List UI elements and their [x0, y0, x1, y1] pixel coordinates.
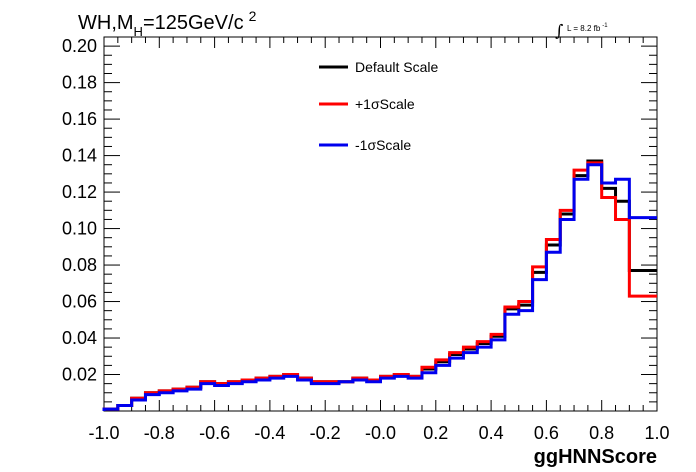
- title-subscript: H: [134, 24, 143, 39]
- x-tick-label: 1.0: [644, 423, 669, 443]
- y-tick-label: 0.18: [62, 73, 97, 93]
- y-tick-label: 0.14: [62, 146, 97, 166]
- y-tick-label: 0.20: [62, 36, 97, 56]
- y-tick-label: 0.06: [62, 292, 97, 312]
- x-tick-label: 0.4: [479, 423, 504, 443]
- y-tick-label: 0.10: [62, 219, 97, 239]
- x-tick-label: -0.0: [365, 423, 396, 443]
- legend-entry-minus1sigma-scale-label: -1σScale: [355, 137, 411, 153]
- x-axis-label: ggHNNScore: [534, 446, 657, 468]
- series-minus1sigma-scale: [102, 163, 657, 411]
- x-tick-label: 0.6: [534, 423, 559, 443]
- x-tick-label: -0.6: [199, 423, 230, 443]
- legend: Default Scale +1σScale -1σScale: [319, 59, 438, 153]
- series-group: [102, 159, 657, 411]
- x-tick-label: -0.8: [144, 423, 175, 443]
- title-superscript: 2: [249, 8, 257, 24]
- x-tick-label: 0.8: [589, 423, 614, 443]
- x-tick-label: 0.2: [423, 423, 448, 443]
- y-tick-label: 0.16: [62, 109, 97, 129]
- x-tick-label: -1.0: [88, 423, 119, 443]
- y-tick-label: 0.12: [62, 182, 97, 202]
- x-tick-label: -0.2: [310, 423, 341, 443]
- y-tick-label: 0.08: [62, 255, 97, 275]
- lumi-label: L = 8.2 fb -1: [567, 23, 608, 33]
- y-tick-label: 0.02: [62, 365, 97, 385]
- chart-title: WH,MH=125GeV/c 2: [78, 8, 257, 39]
- x-tick-label: -0.4: [254, 423, 285, 443]
- y-tick-label: 0.04: [62, 328, 97, 348]
- y-axis: 0.02 0.04 0.06 0.08 0.10 0.12 0.14 0.16 0.18 0.20: [62, 36, 657, 403]
- x-axis: -1.0 -0.8 -0.6 -0.4 -0.2 -0.0 0.2 0.4 0.6 0.8 1.0: [88, 37, 670, 443]
- lumi-integral-sign: ∫: [555, 21, 563, 40]
- legend-entry-plus1sigma-scale-label: +1σScale: [355, 96, 415, 112]
- legend-entry-default-scale-label: Default Scale: [355, 59, 438, 75]
- plot-frame: [103, 36, 658, 412]
